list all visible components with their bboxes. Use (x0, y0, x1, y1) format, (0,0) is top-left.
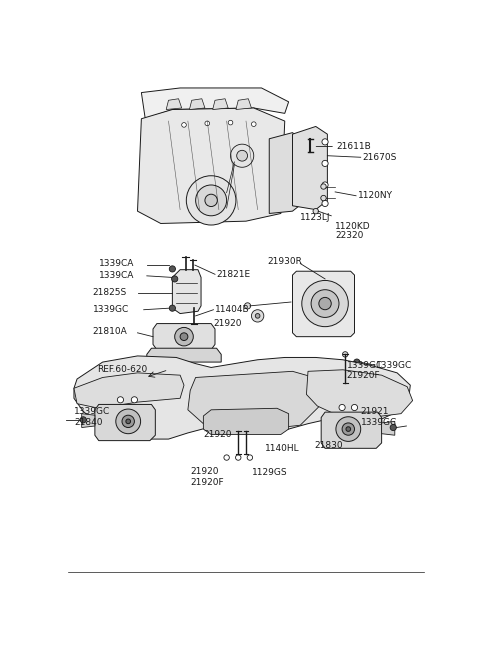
Polygon shape (292, 271, 355, 337)
Circle shape (205, 121, 210, 126)
Text: 21830: 21830 (314, 441, 343, 450)
Text: 21840: 21840 (74, 418, 102, 426)
Circle shape (321, 195, 326, 201)
Circle shape (117, 397, 123, 403)
Circle shape (346, 427, 350, 432)
Circle shape (237, 150, 248, 161)
Text: 1339GC: 1339GC (93, 305, 129, 314)
Circle shape (80, 417, 86, 423)
Circle shape (343, 352, 348, 357)
Polygon shape (172, 270, 201, 314)
Polygon shape (292, 127, 327, 210)
Text: 1339GC: 1339GC (360, 418, 397, 426)
Circle shape (313, 209, 318, 214)
Circle shape (186, 176, 236, 225)
Circle shape (244, 303, 251, 309)
Circle shape (122, 415, 134, 428)
Circle shape (319, 297, 331, 310)
Polygon shape (269, 133, 304, 213)
Text: 1129GS: 1129GS (252, 468, 288, 478)
Polygon shape (142, 88, 288, 119)
Circle shape (169, 305, 176, 311)
Circle shape (116, 409, 141, 434)
Circle shape (196, 185, 227, 216)
Circle shape (224, 455, 229, 461)
Circle shape (180, 333, 188, 340)
Circle shape (252, 122, 256, 127)
Circle shape (247, 455, 252, 461)
Text: 1339CA: 1339CA (99, 259, 134, 268)
Polygon shape (82, 414, 95, 428)
Circle shape (342, 423, 355, 435)
Polygon shape (74, 373, 184, 408)
Circle shape (230, 144, 254, 167)
Text: 1123LJ: 1123LJ (300, 213, 331, 222)
Circle shape (336, 417, 360, 441)
Polygon shape (306, 370, 413, 417)
Circle shape (172, 276, 178, 282)
Circle shape (322, 139, 328, 145)
Text: 21810A: 21810A (93, 327, 127, 336)
Circle shape (302, 281, 348, 327)
Polygon shape (188, 371, 324, 432)
Polygon shape (204, 408, 288, 434)
Text: 21920: 21920 (214, 319, 242, 328)
Text: REF.60-620: REF.60-620 (97, 365, 147, 375)
Circle shape (390, 424, 396, 430)
Text: 21920F: 21920F (190, 478, 224, 487)
Text: 11404B: 11404B (215, 305, 250, 314)
Polygon shape (190, 99, 205, 110)
Text: 1140HL: 1140HL (265, 444, 300, 453)
Circle shape (311, 290, 339, 318)
Circle shape (339, 405, 345, 411)
Polygon shape (153, 323, 215, 350)
Polygon shape (74, 356, 410, 439)
Text: 21670S: 21670S (362, 153, 396, 162)
Text: 22320: 22320 (335, 232, 363, 240)
Text: 1339CA: 1339CA (99, 270, 134, 279)
Text: 21825S: 21825S (93, 288, 127, 297)
Polygon shape (95, 405, 156, 441)
Circle shape (126, 419, 131, 424)
Circle shape (322, 160, 328, 167)
Text: 1120NY: 1120NY (358, 192, 393, 200)
Polygon shape (147, 348, 221, 362)
Circle shape (132, 397, 137, 403)
Polygon shape (213, 99, 228, 110)
Circle shape (322, 182, 328, 188)
Text: 21611B: 21611B (336, 142, 372, 151)
Circle shape (351, 405, 358, 411)
Text: 1339GC: 1339GC (376, 361, 412, 370)
Text: 1339GC: 1339GC (347, 361, 383, 370)
Text: 1339GC: 1339GC (74, 407, 110, 416)
Circle shape (321, 184, 326, 189)
Text: 21921: 21921 (360, 407, 389, 416)
Circle shape (228, 120, 233, 125)
Polygon shape (137, 108, 285, 224)
Circle shape (175, 327, 193, 346)
Text: 21930R: 21930R (268, 257, 302, 266)
Polygon shape (321, 412, 382, 448)
Polygon shape (236, 99, 252, 110)
Circle shape (322, 200, 328, 207)
Circle shape (255, 314, 260, 318)
Circle shape (354, 359, 360, 365)
Circle shape (205, 194, 217, 207)
Circle shape (181, 123, 186, 127)
Circle shape (236, 455, 241, 461)
Polygon shape (382, 421, 395, 435)
Text: 21821E: 21821E (216, 270, 251, 279)
Polygon shape (166, 99, 181, 110)
Text: 1120KD: 1120KD (335, 222, 371, 231)
Circle shape (252, 310, 264, 322)
Text: 21920: 21920 (190, 467, 219, 476)
Text: 21920F: 21920F (347, 371, 380, 380)
Text: 21920: 21920 (204, 430, 232, 439)
Circle shape (169, 266, 176, 272)
